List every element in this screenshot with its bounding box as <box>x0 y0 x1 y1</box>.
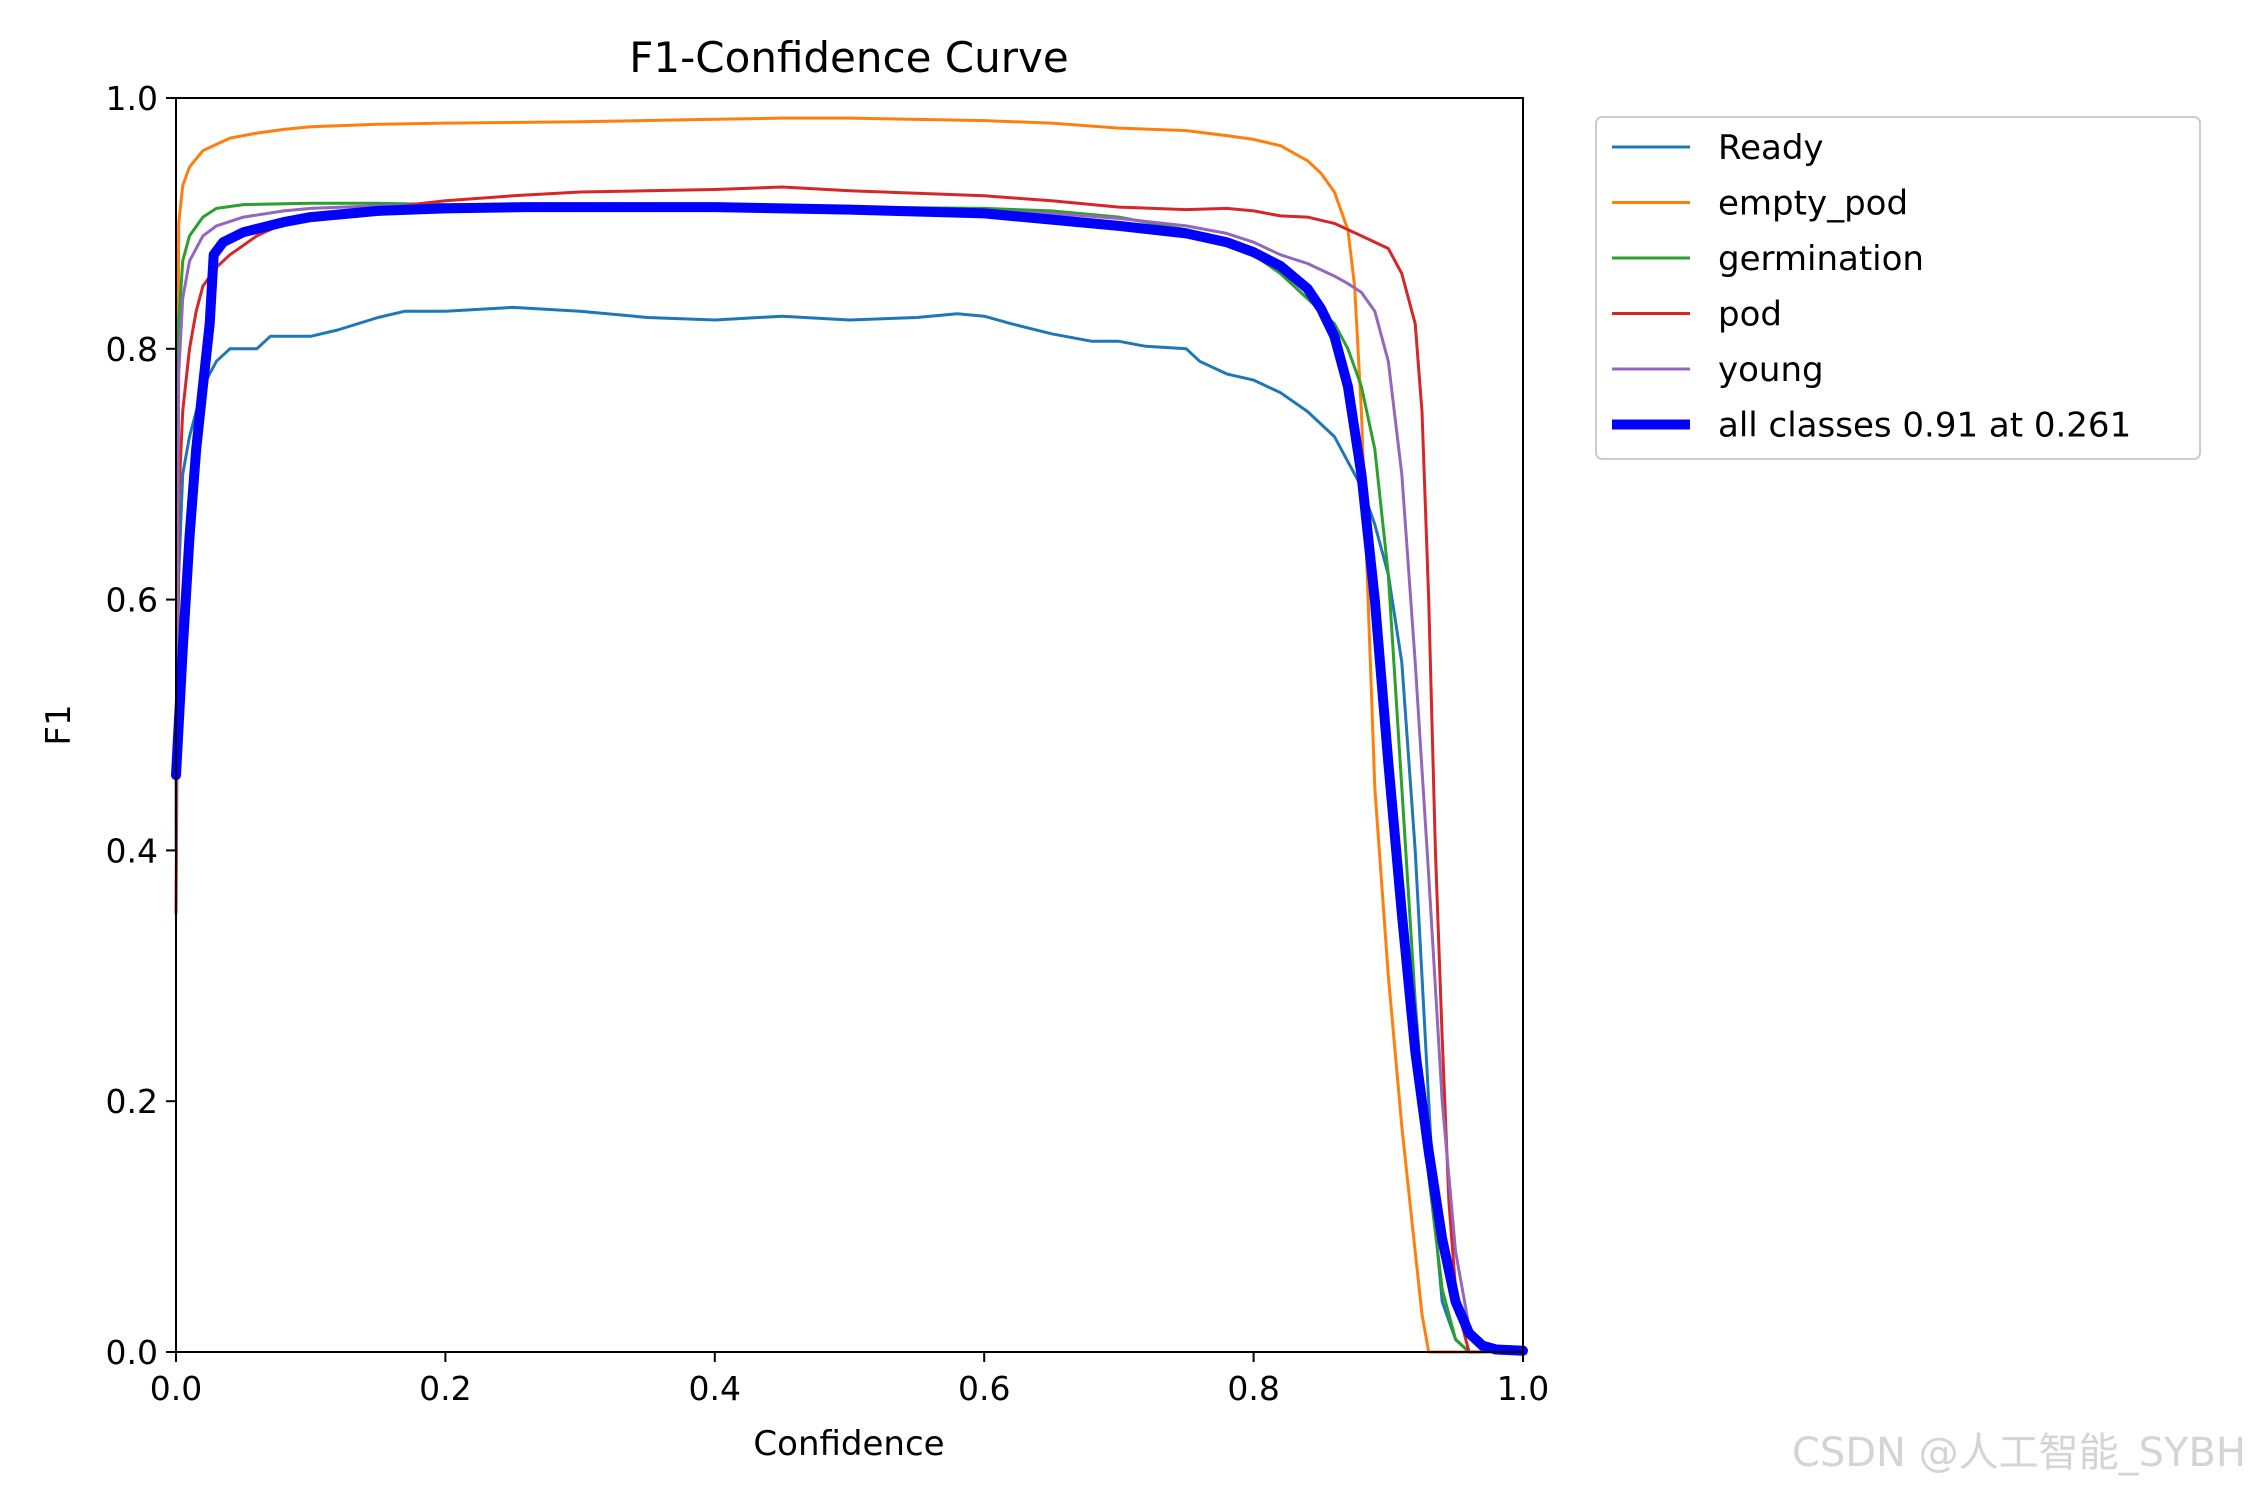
legend-label: all classes 0.91 at 0.261 <box>1718 406 2131 446</box>
x-tick-label: 0.2 <box>419 1369 471 1408</box>
series-line-empty-pod <box>174 116 1525 1354</box>
legend: Ready empty_pod germination pod young all cla… <box>1595 116 2201 460</box>
y-axis-ticks: 0.0 0.2 0.4 0.6 0.8 1.0 <box>106 79 176 1372</box>
x-tick-label: 0.6 <box>958 1369 1010 1408</box>
x-tick-label: 0.4 <box>689 1369 741 1408</box>
legend-label: empty_pod <box>1718 184 1908 224</box>
legend-label: young <box>1718 350 1824 390</box>
plot-frame <box>175 97 1524 1353</box>
series-line-pod <box>174 185 1525 1354</box>
x-tick-label: 1.0 <box>1497 1369 1549 1408</box>
y-tick-label: 0.8 <box>106 330 158 369</box>
legend-label: germination <box>1718 239 1924 279</box>
x-tick-label: 0.8 <box>1227 1369 1279 1408</box>
x-axis-label: Confidence <box>753 1424 944 1464</box>
series-layer <box>171 116 1528 1356</box>
legend-label: pod <box>1718 295 1782 335</box>
y-tick-label: 0.4 <box>106 831 158 870</box>
y-axis-label: F1 <box>39 704 79 745</box>
series-line-young <box>174 204 1525 1354</box>
legend-label: Ready <box>1718 128 1824 168</box>
y-tick-label: 0.0 <box>106 1333 158 1372</box>
series-line-all-classes-0-91-at-0-261 <box>171 202 1528 1356</box>
watermark-text: CSDN @人工智能_SYBH <box>1791 1430 2246 1476</box>
y-tick-label: 0.2 <box>106 1082 158 1121</box>
y-tick-label: 0.6 <box>106 581 158 620</box>
y-tick-label: 1.0 <box>106 79 158 118</box>
plot-area <box>176 98 1523 1352</box>
x-axis-ticks: 0.0 0.2 0.4 0.6 0.8 1.0 <box>150 1352 1549 1408</box>
chart-title: F1-Confidence Curve <box>629 33 1068 82</box>
legend-frame <box>1595 116 2201 460</box>
x-tick-label: 0.0 <box>150 1369 202 1408</box>
